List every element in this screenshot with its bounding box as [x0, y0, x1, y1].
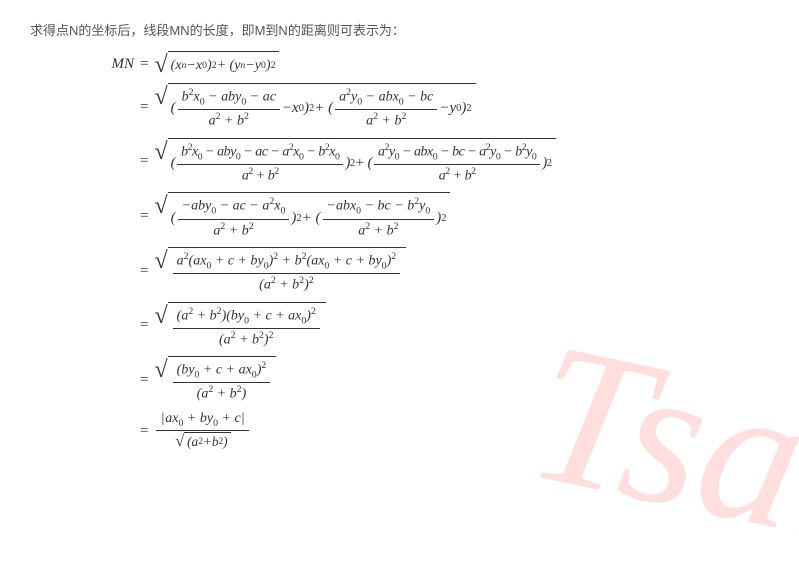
lhs-label: MN: [80, 56, 134, 73]
eq-line-1: MN = √ (xn − x0)2 + (yn − y0)2: [80, 51, 769, 77]
eq-line-3: = √ ( b2x0 − aby0 − ac − a2x0 − b2x0 a2 …: [80, 138, 769, 187]
derivation-block: MN = √ (xn − x0)2 + (yn − y0)2 = √ ( b2x…: [80, 51, 769, 452]
eq-line-7: = √ (by0 + c + ax0)2 (a2 + b2): [80, 356, 769, 405]
eq-line-5: = √ a2(ax0 + c + by0)2 + b2(ax0 + c + by…: [80, 247, 769, 296]
eq-line-8: = |ax0 + by0 + c| √(a2 + b2): [80, 411, 769, 452]
eq-line-2: = √ ( b2x0 − aby0 − ac a2 + b2 − x0)2 + …: [80, 83, 769, 132]
eq-line-4: = √ ( −aby0 − ac − a2x0 a2 + b2 )2 + ( −…: [80, 192, 769, 241]
intro-paragraph: 求得点N的坐标后，线段MN的长度，即M到N的距离则可表示为：: [30, 20, 769, 39]
eq-line-6: = √ (a2 + b2)(by0 + c + ax0)2 (a2 + b2)2: [80, 302, 769, 351]
